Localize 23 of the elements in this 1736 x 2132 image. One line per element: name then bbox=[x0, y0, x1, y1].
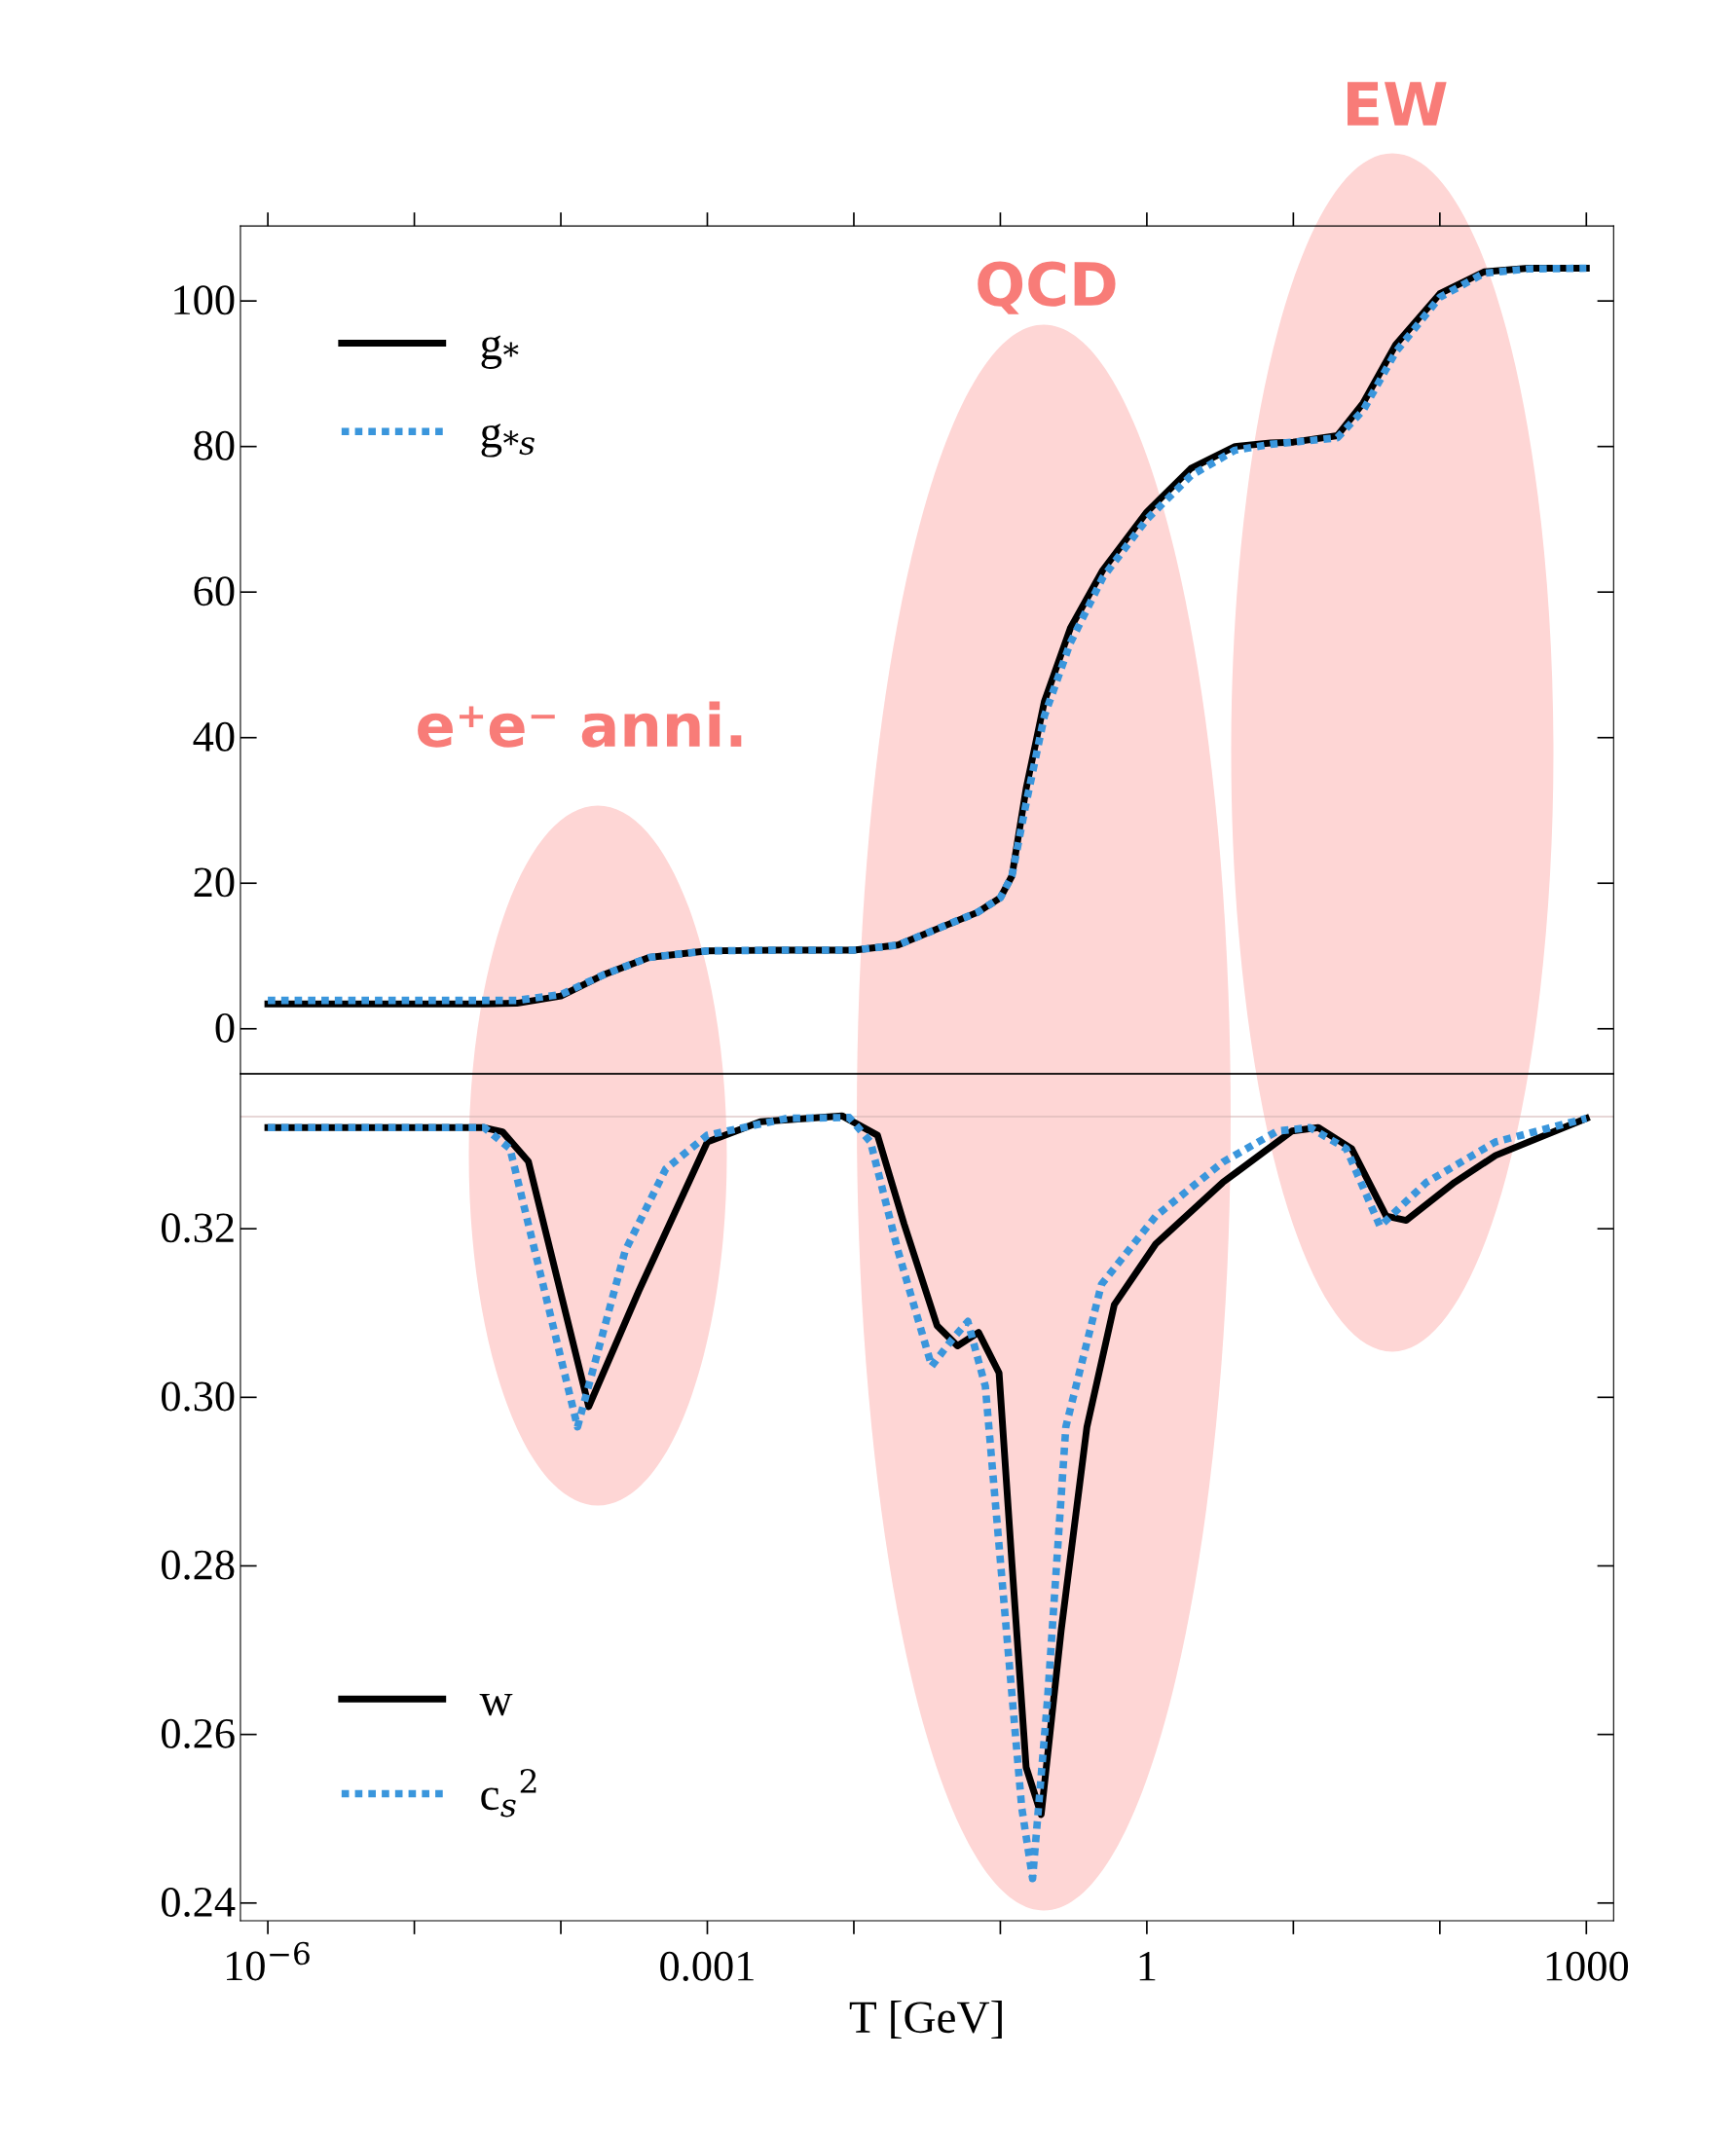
legend-label: w bbox=[479, 1694, 513, 1716]
y-tick-label: 0.26 bbox=[162, 1718, 235, 1748]
annotation: e⁺e⁻ anni. bbox=[418, 701, 742, 748]
x-tick-label: 1 bbox=[1139, 1952, 1156, 1981]
legend-label: c$_{s}$$^{2}$ bbox=[481, 1769, 536, 1818]
y-tick-label: 60 bbox=[194, 576, 235, 607]
x-axis-title: T [GeV] bbox=[849, 2000, 1002, 2040]
y-tick-label: 40 bbox=[193, 721, 235, 752]
legend-label: g$_{*}$ bbox=[481, 335, 519, 369]
annotation: QCD bbox=[978, 261, 1116, 314]
y-tick-label: 100 bbox=[174, 285, 235, 315]
y-tick-label: 0.30 bbox=[162, 1381, 235, 1412]
y-tick-label: 0.24 bbox=[162, 1887, 236, 1918]
x-tick-label: 10$^{−6}$ bbox=[227, 1941, 310, 1981]
x-tick-label: 1000 bbox=[1546, 1951, 1629, 1981]
y-tick-label: 0.28 bbox=[162, 1550, 235, 1580]
legend-label: g$_{*s}$ bbox=[481, 423, 535, 458]
y-tick-label: 80 bbox=[194, 430, 235, 460]
text: EW bbox=[1348, 82, 1447, 126]
y-tick-label: 20 bbox=[194, 867, 235, 898]
x-tick-label: 0.001 bbox=[660, 1951, 754, 1981]
y-tick-label: 0.32 bbox=[162, 1213, 234, 1243]
y-tick-label: 0 bbox=[215, 1012, 235, 1043]
